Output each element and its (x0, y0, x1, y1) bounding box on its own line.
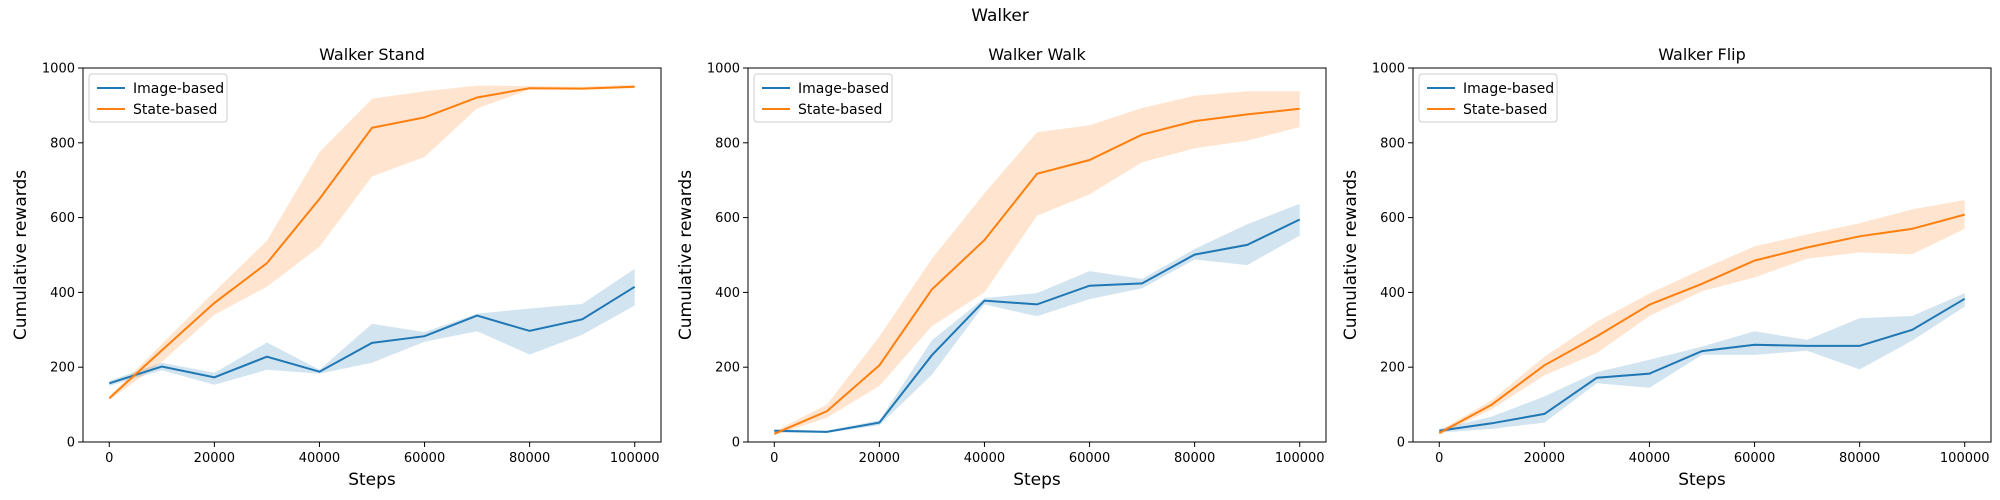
confidence-band-image-based (109, 268, 635, 386)
chart-title: Walker Walk (988, 45, 1086, 64)
series-line-state-based (773, 107, 1300, 435)
legend-label-state-based: State-based (133, 102, 217, 118)
confidence-band-state-based (774, 91, 1300, 436)
figure-suptitle: Walker (971, 6, 1029, 26)
y-tick-label: 0 (67, 436, 75, 451)
y-tick-label: 1000 (707, 62, 740, 77)
x-tick-label: 60000 (1734, 451, 1775, 466)
y-tick-label: 200 (50, 361, 75, 376)
y-tick-label: 0 (732, 436, 740, 451)
y-tick-label: 0 (1397, 436, 1405, 451)
confidence-band-image-based (774, 203, 1300, 433)
x-tick-label: 60000 (404, 451, 445, 466)
legend-label-image-based: Image-based (133, 81, 224, 97)
x-tick-label: 80000 (1839, 451, 1880, 466)
y-tick-label: 400 (1380, 286, 1405, 301)
confidence-band-state-based (109, 84, 635, 401)
x-tick-label: 40000 (299, 451, 340, 466)
y-tick-label: 400 (50, 286, 75, 301)
series-line-image-based (108, 285, 636, 385)
y-tick-label: 1000 (42, 62, 75, 77)
y-tick-label: 600 (1380, 211, 1405, 226)
y-axis-label: Cumulative rewards (11, 170, 31, 340)
legend: Image-based State-based (753, 73, 893, 123)
x-tick-label: 100000 (1940, 451, 1990, 466)
x-tick-label: 100000 (1275, 451, 1325, 466)
y-tick-label: 600 (50, 211, 75, 226)
x-tick-label: 40000 (1629, 451, 1670, 466)
y-tick-label: 1000 (1372, 62, 1405, 77)
confidence-band-state-based (1439, 200, 1965, 436)
y-axis-label: Cumulative rewards (676, 170, 696, 340)
y-tick-label: 800 (715, 136, 740, 151)
x-tick-label: 80000 (509, 451, 550, 466)
x-tick-label: 0 (105, 451, 113, 466)
y-axis-label: Cumulative rewards (1341, 170, 1361, 340)
y-tick-label: 200 (715, 361, 740, 376)
legend-label-state-based: State-based (1463, 102, 1547, 118)
legend: Image-based State-based (1418, 73, 1558, 123)
legend: Image-based State-based (88, 73, 228, 123)
chart-title: Walker Flip (1658, 45, 1746, 64)
legend-label-image-based: Image-based (1463, 81, 1554, 97)
series-line-image-based (774, 218, 1301, 433)
x-tick-label: 0 (770, 451, 778, 466)
x-tick-label: 20000 (1524, 451, 1565, 466)
legend-label-image-based: Image-based (798, 81, 889, 97)
x-tick-label: 40000 (964, 451, 1005, 466)
y-tick-label: 200 (1380, 361, 1405, 376)
y-tick-label: 600 (715, 211, 740, 226)
x-tick-label: 20000 (859, 451, 900, 466)
y-tick-label: 800 (50, 136, 75, 151)
x-tick-label: 20000 (194, 451, 235, 466)
legend-label-state-based: State-based (798, 102, 882, 118)
plot-frame (747, 67, 1327, 443)
x-axis-label: Steps (1678, 470, 1726, 490)
x-tick-label: 100000 (610, 451, 660, 466)
x-tick-label: 60000 (1069, 451, 1110, 466)
confidence-band-image-based (1439, 293, 1965, 433)
series-line-state-based (108, 85, 635, 399)
y-tick-label: 400 (715, 286, 740, 301)
x-tick-label: 0 (1435, 451, 1443, 466)
y-tick-label: 800 (1380, 136, 1405, 151)
series-line-image-based (1439, 297, 1966, 432)
plot-frame (82, 67, 662, 443)
x-axis-label: Steps (348, 470, 396, 490)
x-axis-label: Steps (1013, 470, 1061, 490)
series-line-state-based (1438, 213, 1965, 434)
plot-frame (1412, 67, 1992, 443)
x-tick-label: 80000 (1174, 451, 1215, 466)
chart-title: Walker Stand (319, 45, 425, 64)
